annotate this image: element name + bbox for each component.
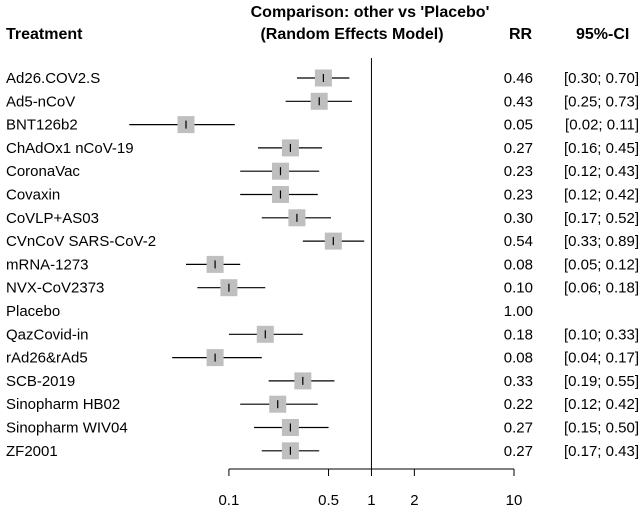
- ci-value: [0.12; 0.42]: [564, 396, 639, 413]
- forest-row: Sinopharm HB02 0.22 [0.12; 0.42]: [6, 395, 639, 413]
- treatment-label: Placebo: [6, 303, 60, 320]
- rr-value: 0.33: [504, 373, 533, 390]
- treatment-column-header: Treatment: [6, 26, 83, 43]
- forest-row: Ad5-nCoV 0.43 [0.25; 0.73]: [6, 92, 639, 110]
- chart-title-line2: (Random Effects Model): [260, 26, 443, 43]
- x-tick-label: 2: [410, 492, 418, 509]
- ci-value: [0.12; 0.43]: [564, 163, 639, 180]
- ci-value: [0.16; 0.45]: [564, 140, 639, 157]
- chart-title-line1: Comparison: other vs 'Placebo': [251, 4, 490, 21]
- forest-row: CVnCoV SARS-CoV-2 0.54 [0.33; 0.89]: [6, 232, 639, 250]
- treatment-label: rAd26&rAd5: [6, 350, 88, 367]
- treatment-label: CVnCoV SARS-CoV-2: [6, 233, 156, 250]
- ci-value: [0.06; 0.18]: [564, 280, 639, 297]
- treatment-label: NVX-CoV2373: [6, 280, 104, 297]
- rr-value: 1.00: [504, 303, 533, 320]
- treatment-label: QazCovid-in: [6, 326, 89, 343]
- forest-row: CoVLP+AS03 0.30 [0.17; 0.52]: [6, 209, 639, 227]
- treatment-label: ChAdOx1 nCoV-19: [6, 140, 134, 157]
- treatment-label: Covaxin: [6, 187, 60, 204]
- rr-value: 0.05: [504, 117, 533, 134]
- rr-value: 0.46: [504, 70, 533, 87]
- ci-column-header: 95%-CI: [576, 26, 629, 43]
- forest-row: NVX-CoV2373 0.10 [0.06; 0.18]: [6, 279, 639, 297]
- treatment-label: mRNA-1273: [6, 256, 89, 273]
- ci-value: [0.17; 0.43]: [564, 443, 639, 460]
- rr-value: 0.23: [504, 187, 533, 204]
- ci-value: [0.04; 0.17]: [564, 350, 639, 367]
- x-tick-label: 1: [367, 492, 375, 509]
- treatment-label: BNT126b2: [6, 117, 78, 134]
- forest-row: rAd26&rAd5 0.08 [0.04; 0.17]: [6, 349, 639, 367]
- rr-value: 0.27: [504, 420, 533, 437]
- x-tick-label: 0.1: [218, 492, 239, 509]
- x-tick-label: 0.5: [318, 492, 339, 509]
- rr-value: 0.22: [504, 396, 533, 413]
- ci-value: [0.12; 0.42]: [564, 187, 639, 204]
- treatment-label: ZF2001: [6, 443, 58, 460]
- treatment-label: SCB-2019: [6, 373, 75, 390]
- forest-row: mRNA-1273 0.08 [0.05; 0.12]: [6, 255, 639, 273]
- forest-row: ChAdOx1 nCoV-19 0.27 [0.16; 0.45]: [6, 139, 639, 157]
- rr-value: 0.10: [504, 280, 533, 297]
- ci-value: [0.17; 0.52]: [564, 210, 639, 227]
- rr-value: 0.18: [504, 326, 533, 343]
- forest-row: SCB-2019 0.33 [0.19; 0.55]: [6, 372, 639, 390]
- rr-value: 0.27: [504, 140, 533, 157]
- treatment-label: CoronaVac: [6, 163, 80, 180]
- treatment-label: CoVLP+AS03: [6, 210, 99, 227]
- treatment-label: Ad26.COV2.S: [6, 70, 100, 87]
- treatment-label: Sinopharm WIV04: [6, 420, 128, 437]
- rr-value: 0.54: [504, 233, 533, 250]
- treatment-label: Sinopharm HB02: [6, 396, 120, 413]
- ci-value: [0.10; 0.33]: [564, 326, 639, 343]
- forest-row: Covaxin 0.23 [0.12; 0.42]: [6, 186, 639, 204]
- forest-row: ZF2001 0.27 [0.17; 0.43]: [6, 442, 639, 460]
- ci-value: [0.02; 0.11]: [565, 117, 639, 134]
- rr-column-header: RR: [509, 26, 533, 43]
- rr-value: 0.27: [504, 443, 533, 460]
- forest-row: Ad26.COV2.S 0.46 [0.30; 0.70]: [6, 69, 639, 87]
- rr-value: 0.23: [504, 163, 533, 180]
- rr-value: 0.30: [504, 210, 533, 227]
- treatment-label: Ad5-nCoV: [6, 93, 75, 110]
- rr-value: 0.08: [504, 350, 533, 367]
- forest-row: Sinopharm WIV04 0.27 [0.15; 0.50]: [6, 419, 639, 437]
- forest-row: CoronaVac 0.23 [0.12; 0.43]: [6, 162, 639, 180]
- x-axis-ticks: 0.1 0.5 1 2 10: [218, 469, 522, 509]
- ci-value: [0.30; 0.70]: [564, 70, 639, 87]
- ci-value: [0.25; 0.73]: [564, 93, 639, 110]
- rr-value: 0.43: [504, 93, 533, 110]
- ci-value: [0.15; 0.50]: [564, 420, 639, 437]
- x-tick-label: 10: [506, 492, 523, 509]
- forest-row: QazCovid-in 0.18 [0.10; 0.33]: [6, 325, 639, 343]
- ci-value: [0.33; 0.89]: [564, 233, 639, 250]
- forest-row: Placebo 1.00: [6, 303, 533, 320]
- ci-value: [0.05; 0.12]: [564, 256, 639, 273]
- forest-rows: Ad26.COV2.S 0.46 [0.30; 0.70] Ad5-nCoV 0.43 […: [6, 69, 639, 460]
- rr-value: 0.08: [504, 256, 533, 273]
- ci-value: [0.19; 0.55]: [564, 373, 639, 390]
- forest-row: BNT126b2 0.05 [0.02; 0.11]: [6, 116, 639, 134]
